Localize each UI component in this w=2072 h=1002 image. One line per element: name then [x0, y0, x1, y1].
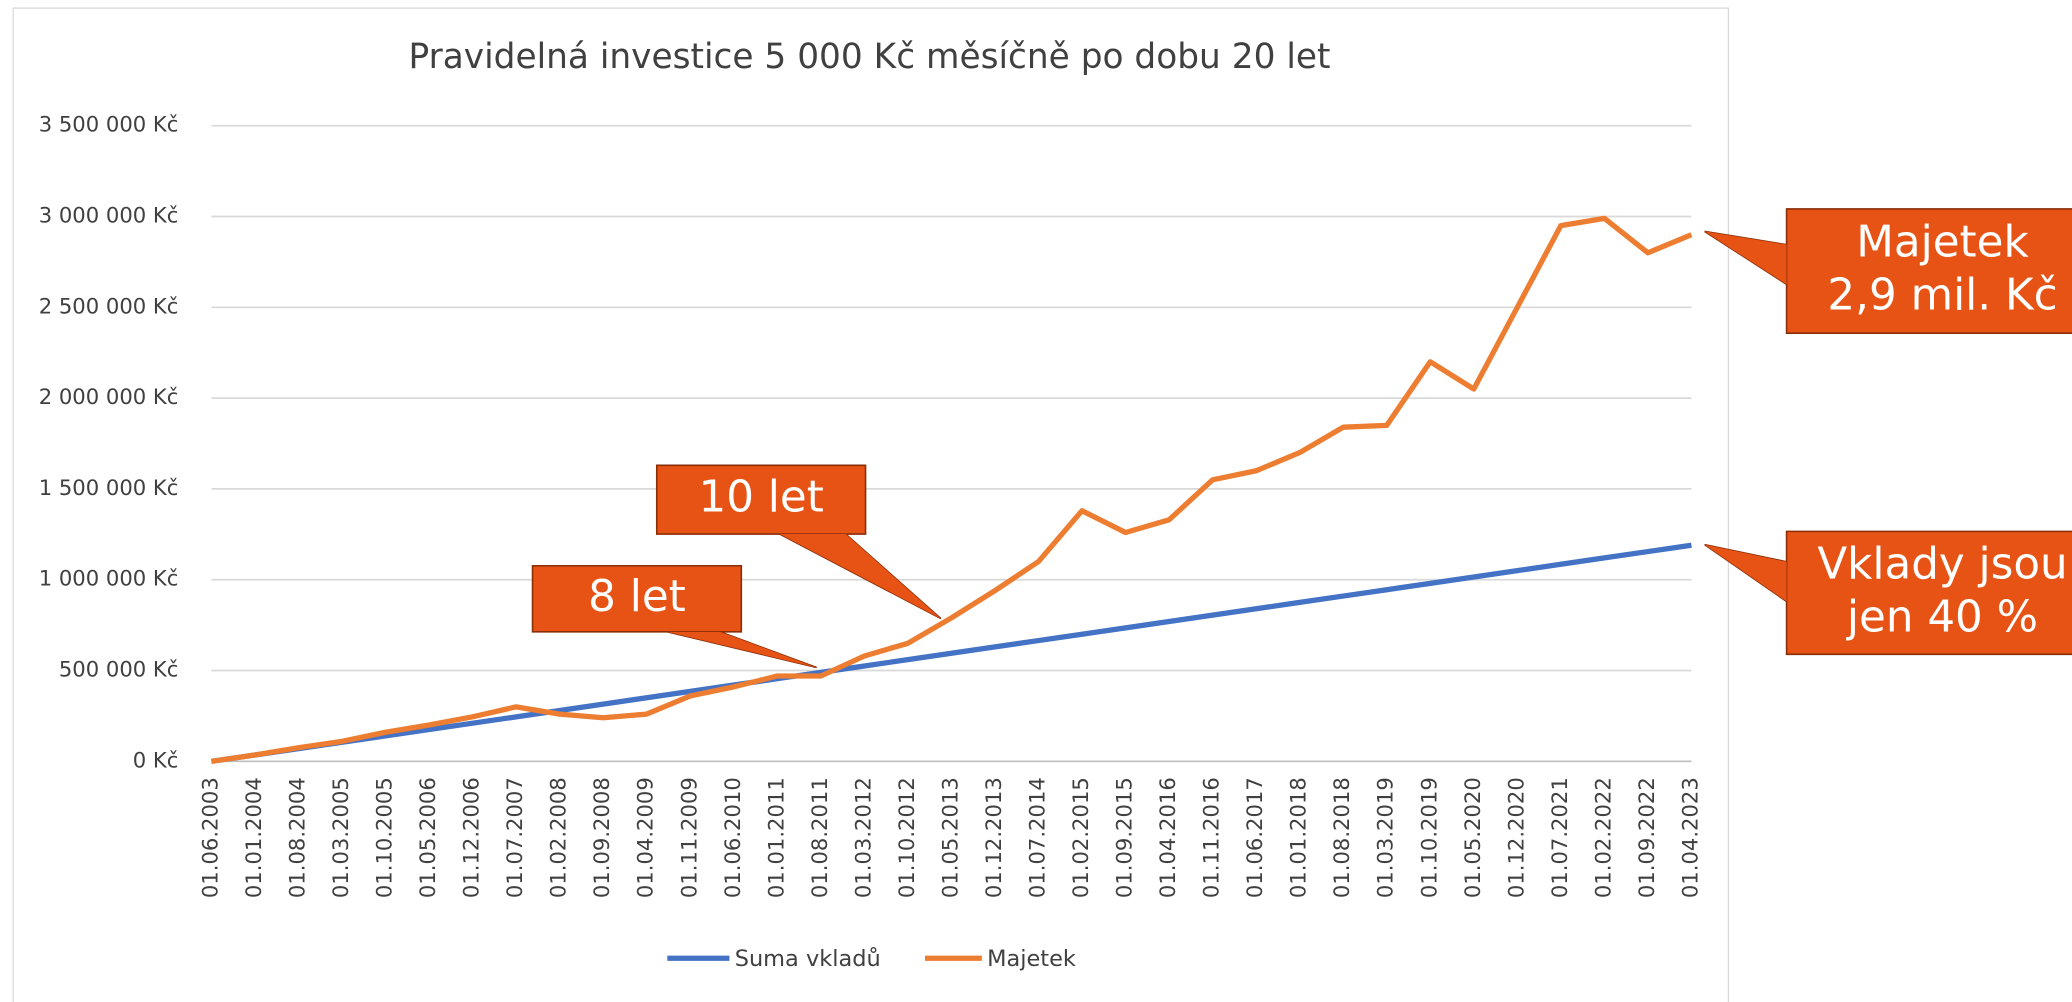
x-tick-label: 01.03.2012 — [850, 777, 875, 898]
x-tick-label: 01.09.2008 — [589, 777, 614, 898]
y-tick-label: 1 000 000 Kč — [39, 566, 179, 591]
x-tick-label: 01.01.2018 — [1286, 777, 1311, 898]
x-tick-label: 01.02.2022 — [1590, 777, 1615, 898]
x-tick-label: 01.08.2011 — [807, 777, 832, 898]
callout-join — [779, 534, 941, 619]
x-tick-label: 01.04.2009 — [633, 777, 658, 898]
x-tick-label: 01.12.2006 — [459, 777, 484, 898]
legend-label: Majetek — [987, 946, 1076, 972]
y-tick-label: 2 000 000 Kč — [39, 384, 179, 409]
x-tick-label: 01.04.2016 — [1155, 777, 1180, 898]
callout-text: Majetek — [1856, 218, 2029, 268]
x-tick-label: 01.05.2006 — [415, 777, 440, 898]
x-tick-label: 01.03.2005 — [328, 777, 353, 898]
callout-text: 10 let — [698, 473, 823, 523]
x-tick-label: 01.02.2015 — [1068, 777, 1093, 898]
legend-label: Suma vkladů — [735, 945, 881, 972]
x-tick-label: 01.07.2021 — [1547, 777, 1572, 898]
x-tick-label: 01.07.2014 — [1024, 777, 1049, 898]
x-tick-label: 01.03.2019 — [1373, 777, 1398, 898]
chart-frame — [12, 7, 1730, 1002]
x-tick-label: 01.10.2012 — [894, 777, 919, 898]
x-tick-label: 01.01.2011 — [763, 777, 788, 898]
x-tick-label: 01.02.2008 — [546, 777, 571, 898]
x-tick-label: 01.05.2020 — [1460, 777, 1485, 898]
x-tick-label: 01.12.2013 — [981, 777, 1006, 898]
y-tick-label: 3 500 000 Kč — [39, 112, 179, 137]
y-tick-label: 1 500 000 Kč — [39, 475, 179, 500]
series-line — [211, 215, 1693, 764]
x-tick-label: 01.06.2017 — [1242, 777, 1267, 898]
x-tick-label: 01.01.2004 — [241, 777, 266, 898]
y-tick-label: 2 500 000 Kč — [39, 293, 179, 318]
x-tick-label: 01.06.2010 — [720, 777, 745, 898]
callout-text: 2,9 mil. Kč — [1827, 271, 2057, 321]
y-tick-label: 0 Kč — [133, 747, 179, 772]
x-tick-label: 01.04.2023 — [1677, 777, 1702, 898]
x-tick-label: 01.10.2005 — [372, 777, 397, 898]
callout-text: Vklady jsou — [1817, 539, 2067, 589]
x-tick-label: 01.10.2019 — [1416, 777, 1441, 898]
x-tick-label: 01.09.2022 — [1634, 777, 1659, 898]
callout-text: 8 let — [588, 572, 686, 622]
x-tick-label: 01.11.2009 — [676, 777, 701, 898]
chart-title: Pravidelná investice 5 000 Kč měsíčně po… — [409, 37, 1331, 77]
x-tick-label: 01.08.2018 — [1329, 777, 1354, 898]
x-tick-label: 01.06.2003 — [197, 777, 222, 898]
x-tick-label: 01.12.2020 — [1503, 777, 1528, 898]
series-line — [211, 542, 1692, 764]
y-tick-label: 3 000 000 Kč — [39, 203, 179, 228]
x-tick-label: 01.08.2004 — [284, 777, 309, 898]
callout-join — [1704, 231, 1787, 285]
callout-join — [1704, 544, 1787, 602]
x-tick-label: 01.11.2016 — [1199, 777, 1224, 898]
y-tick-label: 500 000 Kč — [59, 657, 179, 682]
x-tick-label: 01.09.2015 — [1112, 777, 1137, 898]
callout-join — [667, 631, 817, 668]
x-tick-label: 01.05.2013 — [937, 777, 962, 898]
callout-text: jen 40 % — [1846, 592, 2038, 642]
x-tick-label: 01.07.2007 — [502, 777, 527, 898]
